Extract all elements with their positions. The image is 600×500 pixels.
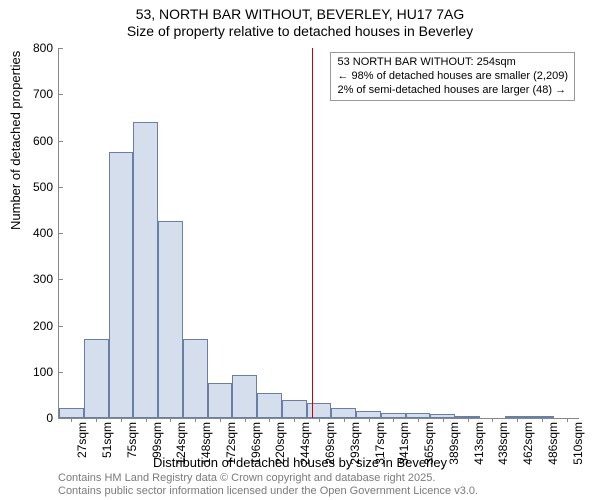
chart-container: 53, NORTH BAR WITHOUT, BEVERLEY, HU17 7A… bbox=[0, 0, 600, 500]
bar bbox=[109, 152, 134, 418]
x-tick: 51sqm bbox=[100, 422, 114, 458]
footer-line2: Contains public sector information licen… bbox=[58, 485, 478, 498]
y-tick: 0 bbox=[46, 411, 59, 425]
y-tick: 500 bbox=[33, 180, 59, 194]
footer-line1: Contains HM Land Registry data © Crown c… bbox=[58, 472, 478, 485]
x-tick-mark bbox=[517, 418, 518, 422]
bar bbox=[158, 221, 183, 418]
plot-area: 53 NORTH BAR WITHOUT: 254sqm ← 98% of de… bbox=[58, 48, 579, 419]
y-tick: 700 bbox=[33, 87, 59, 101]
bar bbox=[59, 408, 84, 418]
x-tick-mark bbox=[468, 418, 469, 422]
bar bbox=[282, 400, 307, 418]
x-tick-mark bbox=[146, 418, 147, 422]
y-tick: 100 bbox=[33, 365, 59, 379]
annotation-line3: 2% of semi-detached houses are larger (4… bbox=[337, 84, 568, 98]
y-tick: 800 bbox=[33, 41, 59, 55]
annotation-line1: 53 NORTH BAR WITHOUT: 254sqm bbox=[337, 56, 568, 70]
bar bbox=[208, 383, 233, 418]
x-tick: 99sqm bbox=[150, 422, 164, 458]
bar bbox=[356, 411, 381, 418]
x-tick-mark bbox=[121, 418, 122, 422]
x-tick: 75sqm bbox=[125, 422, 139, 458]
x-tick-mark bbox=[567, 418, 568, 422]
bar bbox=[257, 393, 282, 418]
x-axis-label: Distribution of detached houses by size … bbox=[0, 455, 600, 470]
bar bbox=[232, 375, 257, 418]
x-tick-mark bbox=[220, 418, 221, 422]
annotation-line2: ← 98% of detached houses are smaller (2,… bbox=[337, 70, 568, 84]
x-tick-mark bbox=[170, 418, 171, 422]
y-tick: 400 bbox=[33, 226, 59, 240]
x-tick: 27sqm bbox=[75, 422, 89, 458]
x-tick-mark bbox=[96, 418, 97, 422]
bar bbox=[307, 403, 332, 418]
x-tick-mark bbox=[542, 418, 543, 422]
bar bbox=[133, 122, 158, 418]
x-tick-mark bbox=[269, 418, 270, 422]
y-tick: 300 bbox=[33, 272, 59, 286]
x-tick-mark bbox=[369, 418, 370, 422]
x-tick-mark bbox=[71, 418, 72, 422]
bar bbox=[84, 339, 109, 418]
footer: Contains HM Land Registry data © Crown c… bbox=[58, 472, 478, 498]
x-tick-mark bbox=[418, 418, 419, 422]
x-tick-mark bbox=[344, 418, 345, 422]
annotation-box: 53 NORTH BAR WITHOUT: 254sqm ← 98% of de… bbox=[330, 52, 575, 101]
x-tick-mark bbox=[245, 418, 246, 422]
x-tick-mark bbox=[393, 418, 394, 422]
y-tick: 200 bbox=[33, 319, 59, 333]
y-axis-label: Number of detached properties bbox=[8, 51, 23, 230]
x-tick-mark bbox=[195, 418, 196, 422]
x-tick-mark bbox=[319, 418, 320, 422]
chart-title-line2: Size of property relative to detached ho… bbox=[0, 23, 600, 40]
x-tick-mark bbox=[443, 418, 444, 422]
reference-line bbox=[312, 48, 313, 418]
chart-title-line1: 53, NORTH BAR WITHOUT, BEVERLEY, HU17 7A… bbox=[0, 0, 600, 23]
bar bbox=[331, 408, 356, 418]
bar bbox=[183, 339, 208, 418]
x-tick-mark bbox=[294, 418, 295, 422]
y-tick: 600 bbox=[33, 134, 59, 148]
x-tick-mark bbox=[492, 418, 493, 422]
